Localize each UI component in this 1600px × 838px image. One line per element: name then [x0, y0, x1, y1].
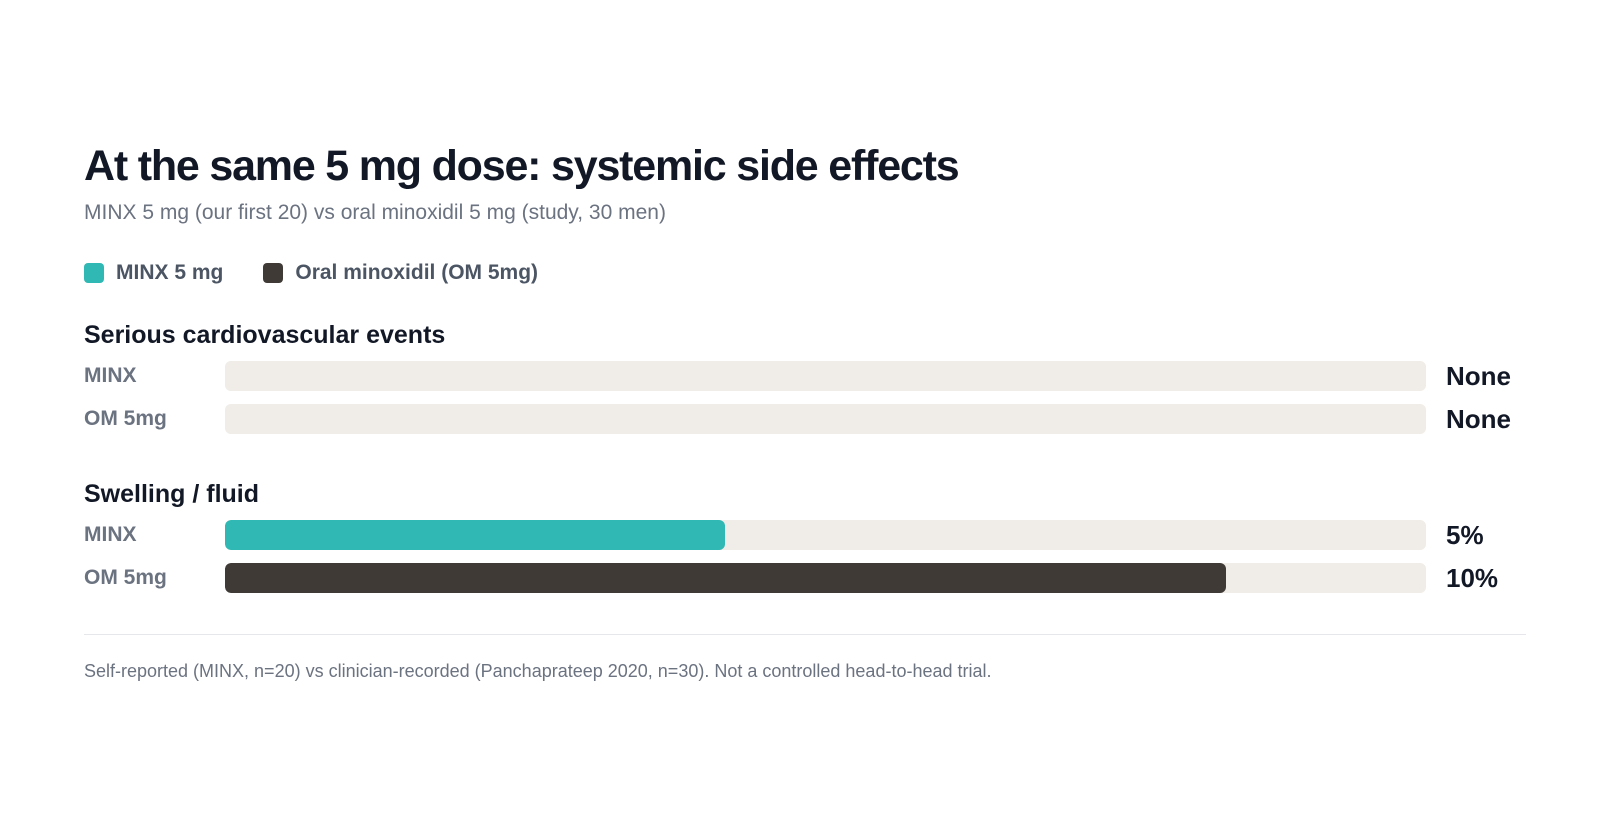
legend-item-minx: MINX 5 mg	[84, 261, 223, 285]
bar-value-label: None	[1446, 403, 1511, 434]
chart-title: At the same 5 mg dose: systemic side eff…	[84, 142, 960, 190]
bar-track	[225, 520, 1426, 550]
bar-value-label: 10%	[1446, 562, 1499, 593]
legend-swatch-oral-minoxidil	[263, 263, 284, 283]
group-title: Swelling / fluid	[84, 480, 259, 508]
divider	[84, 634, 1526, 635]
bar-fill	[225, 520, 726, 550]
bar-value-label: None	[1446, 360, 1511, 391]
bar-label: OM 5mg	[84, 566, 167, 589]
bar-track	[225, 361, 1426, 391]
legend-label-oral-minoxidil: Oral minoxidil (OM 5mg)	[295, 261, 539, 284]
bar-row: MINX 5%	[84, 519, 1526, 551]
bar-row: OM 5mg 10%	[84, 562, 1526, 594]
bar-row: OM 5mg None	[84, 403, 1526, 435]
chart-subtitle: MINX 5 mg (our first 20) vs oral minoxid…	[84, 201, 666, 224]
group-serious-cardiovascular-events: Serious cardiovascular events MINX None …	[84, 320, 1526, 435]
group-swelling-fluid: Swelling / fluid MINX 5% OM 5mg 10%	[84, 479, 1526, 594]
legend: MINX 5 mg Oral minoxidil (OM 5mg)	[84, 260, 1526, 286]
bar-value-label: 5%	[1446, 519, 1484, 550]
bar-track	[225, 563, 1426, 593]
group-title: Serious cardiovascular events	[84, 321, 446, 349]
bar-row: MINX None	[84, 360, 1526, 392]
footnote: Self-reported (MINX, n=20) vs clinician-…	[84, 661, 992, 681]
legend-swatch-minx	[84, 263, 104, 283]
legend-label-minx: MINX 5 mg	[116, 261, 224, 284]
chart-card: At the same 5 mg dose: systemic side eff…	[84, 140, 1526, 683]
bar-label: MINX	[84, 364, 137, 387]
bar-track	[225, 404, 1426, 434]
bar-label: MINX	[84, 523, 137, 546]
bar-label: OM 5mg	[84, 407, 167, 430]
bar-fill	[225, 563, 1226, 593]
legend-item-oral-minoxidil: Oral minoxidil (OM 5mg)	[263, 261, 538, 285]
